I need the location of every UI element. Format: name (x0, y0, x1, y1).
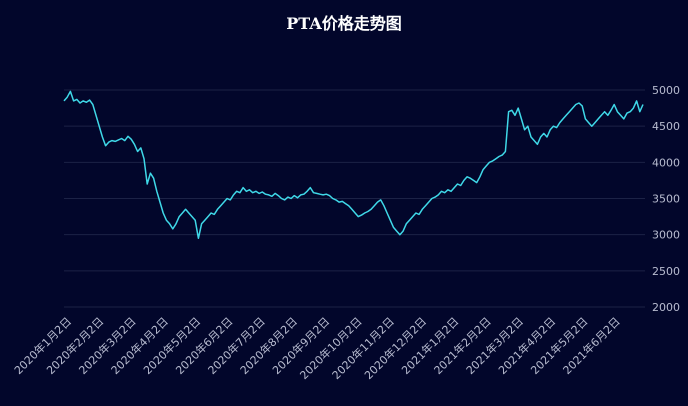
y-tick-label: 2500 (652, 265, 680, 278)
x-tick-label: 2021年6月2日 (560, 314, 623, 377)
x-axis-ticks: 2020年1月2日2020年2月2日2020年3月2日2020年4月2日2020… (11, 314, 623, 382)
x-tick-label: 2021年1月2日 (399, 314, 462, 377)
gridlines (64, 89, 645, 308)
x-tick-label: 2020年2月2日 (43, 314, 106, 377)
x-tick-label: 2021年4月2日 (495, 314, 558, 377)
y-tick-label: 2000 (652, 301, 680, 314)
x-tick-label: 2020年5月2日 (140, 314, 203, 377)
x-tick-label: 2020年7月2日 (205, 314, 268, 377)
y-tick-label: 5000 (652, 84, 680, 97)
y-tick-label: 3500 (652, 193, 680, 206)
x-tick-label: 2021年2月2日 (431, 314, 494, 377)
y-tick-label: 3000 (652, 229, 680, 242)
y-axis-ticks: 2000 2500 3000 3500 4000 4500 5000 (652, 84, 680, 314)
x-tick-label: 2020年1月2日 (11, 314, 74, 377)
x-tick-label: 2020年8月2日 (237, 314, 300, 377)
chart-title: PTA价格走势图 (286, 14, 402, 33)
x-tick-label: 2020年9月2日 (269, 314, 332, 377)
series-layer (63, 90, 644, 240)
y-tick-label: 4500 (652, 120, 680, 133)
x-tick-label: 2020年4月2日 (108, 314, 171, 377)
x-tick-label: 2020年6月2日 (173, 314, 236, 377)
x-tick-label: 2021年3月2日 (463, 314, 526, 377)
series-line-pta (63, 90, 644, 240)
x-tick-label: 2021年5月2日 (528, 314, 591, 377)
x-tick-label: 2020年3月2日 (76, 314, 139, 377)
y-tick-label: 4000 (652, 156, 680, 169)
